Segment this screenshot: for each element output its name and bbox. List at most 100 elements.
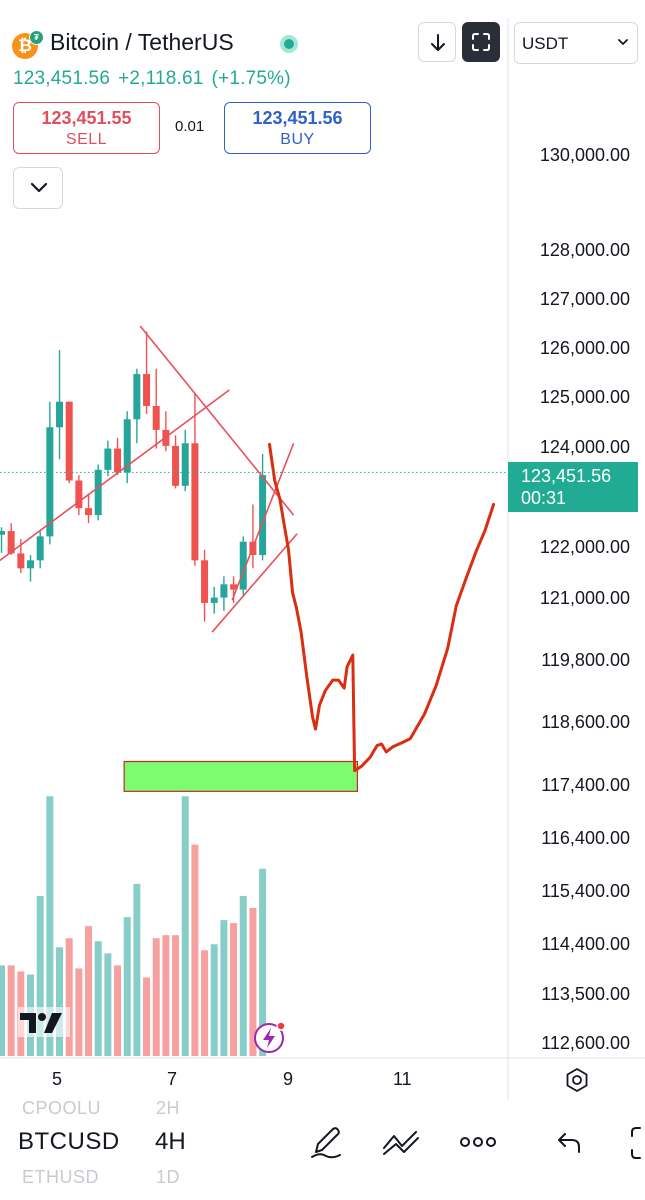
candle-body [7,531,15,554]
prev-symbol[interactable]: CPOOLU [22,1098,102,1118]
chevron-down-icon [618,39,628,45]
price-axis-label: 126,000.00 [537,338,630,359]
price-axis-label: 122,000.00 [537,537,630,558]
fullscreen-button[interactable] [462,22,500,62]
settings-icon[interactable] [564,1067,590,1093]
candle-body [230,584,238,590]
volume-bar [94,941,102,1056]
candle-body [181,443,189,486]
price-summary: 123,451.56 +2,118.61 (+1.75%) [13,68,299,90]
candle-body [65,401,73,481]
price-axis-label: 115,400.00 [539,881,630,902]
fullscreen-icon[interactable] [624,1124,645,1162]
symbol-title[interactable]: Bitcoin / TetherUS [50,29,234,55]
volume-bar [181,796,189,1056]
price-axis-label: 121,000.00 [537,588,630,609]
candle-body [104,448,112,470]
volume-bar [162,935,170,1056]
candle-body [27,560,35,569]
download-button[interactable] [418,22,456,62]
price-axis-label: 113,500.00 [539,984,630,1005]
volume-bar [123,917,131,1056]
volume-bar [133,883,141,1056]
candle-body [56,401,64,428]
currency-select[interactable]: USDT [514,22,638,64]
flash-icon[interactable] [253,1020,289,1056]
trendline [0,389,230,562]
market-open-icon [280,35,298,53]
more-icon[interactable] [458,1132,498,1152]
buy-price: 123,451.56 [252,108,343,128]
volume-bar [56,947,64,1056]
candle-body [239,541,247,590]
prev-timeframe[interactable]: 2H [156,1098,181,1118]
sell-label: SELL [65,131,108,148]
candle-body [46,427,54,537]
fullscreen-icon [472,33,490,51]
sell-button[interactable]: 123,451.55 SELL [13,102,160,154]
trendlines [0,325,298,633]
volume-bar [220,920,228,1056]
candle-body [210,597,218,603]
buy-label: BUY [280,131,315,148]
timeframe-selector[interactable]: 4H [155,1128,186,1155]
volume-bar [46,796,54,1056]
last-price: 123,451.56 [13,68,111,89]
candle-body [114,448,122,473]
price-axis-label: 125,000.00 [537,387,630,408]
candle-body [85,508,93,516]
collapse-button[interactable] [13,167,63,209]
candles [0,331,267,622]
time-axis-label: 5 [52,1069,63,1089]
candle-body [201,560,209,603]
demand-zone-box [123,760,359,792]
buy-button[interactable]: 123,451.56 BUY [224,102,371,154]
candle-body [191,443,199,561]
volume-bar [114,965,122,1056]
projection-line [268,442,496,773]
candle-body [152,405,160,430]
tether-icon: ₮ [29,30,44,45]
demand-zone [123,760,359,792]
volume-bar [85,926,93,1056]
volume-bar [172,935,180,1056]
tradingview-logo [18,1007,70,1037]
trendline [139,325,295,516]
undo-icon[interactable] [552,1128,584,1158]
price-change: +2,118.61 [118,68,204,89]
volume-bar [0,965,5,1056]
time-axis-label: 7 [167,1069,178,1089]
price-change-pct: (+1.75%) [211,68,291,89]
next-timeframe[interactable]: 1D [156,1167,181,1187]
price-axis-label: 127,000.00 [537,289,630,310]
price-axis-label: 117,400.00 [539,775,630,796]
volume-bar [239,895,247,1056]
download-icon [431,34,445,51]
price-axis-label: 116,400.00 [539,828,630,849]
volume-bar [143,977,151,1056]
volume-bar [104,953,112,1056]
volume-bar [75,968,83,1056]
trend-tool-icon[interactable] [380,1124,422,1160]
current-price-badge: 123,451.56 00:31 [508,462,638,512]
candle-body [0,531,5,535]
next-symbol[interactable]: ETHUSD [22,1167,100,1187]
volume-bar [7,965,15,1056]
volume-bar [65,938,73,1056]
volume-bar [201,950,209,1056]
volume-bar [259,868,267,1056]
candle-body [75,480,83,509]
time-axis-label: 11 [393,1069,412,1089]
time-axis-label: 9 [283,1069,294,1089]
symbol-selector[interactable]: BTCUSD [18,1128,120,1155]
trendline [231,442,295,601]
price-axis-label: 128,000.00 [537,240,630,261]
candle-body [17,553,25,569]
candle-body [94,469,102,516]
spread-value: 0.01 [175,118,205,135]
price-axis-label: 118,600.00 [539,712,630,733]
chevron-down-icon [30,182,48,193]
volume-bar [152,938,160,1056]
pen-icon[interactable] [306,1122,346,1162]
